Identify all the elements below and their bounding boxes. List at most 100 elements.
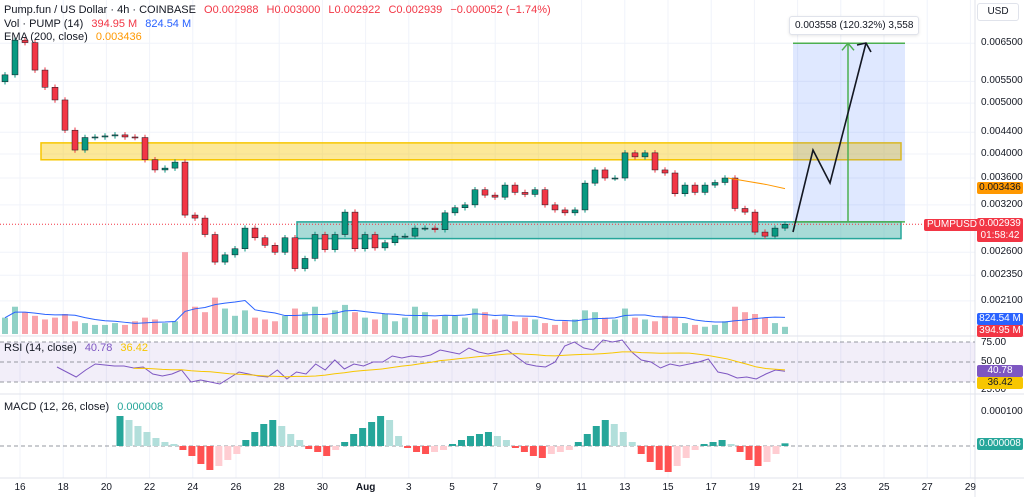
macd-histogram-bar [296,440,304,446]
candle [581,182,589,211]
time-tick-label: 3 [406,482,412,493]
candle [221,254,229,263]
volume-bar [542,323,548,334]
rsi-badge: 40.78 [977,365,1023,377]
candle [91,136,99,139]
ohlc-open: O0.002988 [204,4,259,16]
volume-bar [532,319,538,334]
ema-legend[interactable]: EMA (200, close) 0.003436 [4,31,147,43]
macd-histogram-bar [520,446,528,452]
volume-bar [182,252,188,334]
price-tick-label: 0.002600 [981,246,1023,258]
volume-bar [562,321,568,334]
ohlc-close: C0.002939 [388,4,443,16]
candle [391,235,399,244]
volume-bar [692,324,698,334]
volume-bar [432,319,438,334]
candle [151,159,159,171]
time-tick-label: 15 [662,482,674,493]
macd-histogram-bar [574,442,582,446]
candle [401,235,409,238]
volume-bar [762,317,768,334]
macd-histogram-bar [493,436,501,446]
volume-bar [452,315,458,334]
volume-bar [52,317,58,334]
volume-bar [132,321,138,334]
volume-bar [202,312,208,334]
volume-bar [212,297,218,334]
currency-button[interactable]: USD [977,3,1019,21]
volume-ma-line [4,299,786,324]
candle [751,211,759,233]
volume-bar [242,310,248,334]
price-tick-label: 0.003200 [981,198,1023,210]
volume-legend[interactable]: Vol · PUMP (14) 394.95 M 824.54 M [4,18,196,30]
candle [211,234,219,263]
macd-histogram-bar [502,440,510,446]
candle [641,152,649,158]
macd-histogram-bar [125,420,133,446]
volume-bar [672,317,678,334]
volume-bar [742,312,748,334]
volume-bar [572,319,578,334]
rsi-legend[interactable]: RSI (14, close) 40.78 36.42 [4,342,153,354]
volume-bar [82,323,88,334]
macd-histogram-bar [179,446,187,450]
volume-bar [392,321,398,334]
candle [251,227,259,239]
rsi-label: RSI (14, close) [4,342,77,354]
volume-bar [372,319,378,334]
time-tick-label: Aug [355,482,376,493]
indicator-tick-label: 50.00 [981,356,1007,367]
macd-histogram-bar [754,446,762,466]
macd-histogram-bar [646,446,654,462]
candle [321,234,329,250]
macd-legend[interactable]: MACD (12, 26, close) 0.000008 [4,401,168,413]
candle [741,208,749,213]
macd-histogram-bar [305,446,313,449]
time-tick-label: 11 [576,482,587,493]
candle [691,184,699,193]
projection-path [792,42,867,233]
rsi-ma-badge: 36.42 [977,377,1023,389]
macd-histogram-bar [457,440,465,446]
candle [681,184,689,195]
indicator-tick-label: 0.000100 [981,406,1023,417]
macd-histogram-bar [206,446,214,470]
volume-bar [632,317,638,334]
macd-histogram-bar [736,446,744,452]
candle [531,189,539,195]
candle [501,184,509,198]
macd-histogram-bar [152,438,160,446]
candle [451,207,459,214]
volume-bar [322,317,328,334]
macd-histogram-bar [511,446,519,448]
volume-bar [652,321,658,334]
macd-histogram-bar [395,436,403,446]
candle [61,99,69,131]
volume-bar [62,314,68,334]
macd-histogram-bar [170,444,178,446]
volume-bar [412,306,418,334]
volume-bar [162,323,168,334]
ohlc-high: H0.003000 [266,4,321,16]
candle [81,137,89,151]
macd-histogram-bar [673,446,681,466]
candle [71,129,79,151]
candle [471,189,479,206]
candle [41,69,49,88]
volume-value: 394.95 M [91,18,138,30]
macd-histogram-bar [449,444,456,446]
ema-line [727,177,786,190]
time-tick-label: 13 [619,482,631,493]
macd-badge: 0.000008 [977,438,1023,450]
time-tick-label: 5 [449,482,455,493]
candle [371,234,379,249]
macd-histogram-bar [386,420,394,446]
macd-histogram-bar [592,426,600,446]
time-tick-label: 25 [878,482,890,493]
candle [701,184,709,193]
volume-bar [142,317,148,334]
time-tick-label: 17 [705,482,717,493]
